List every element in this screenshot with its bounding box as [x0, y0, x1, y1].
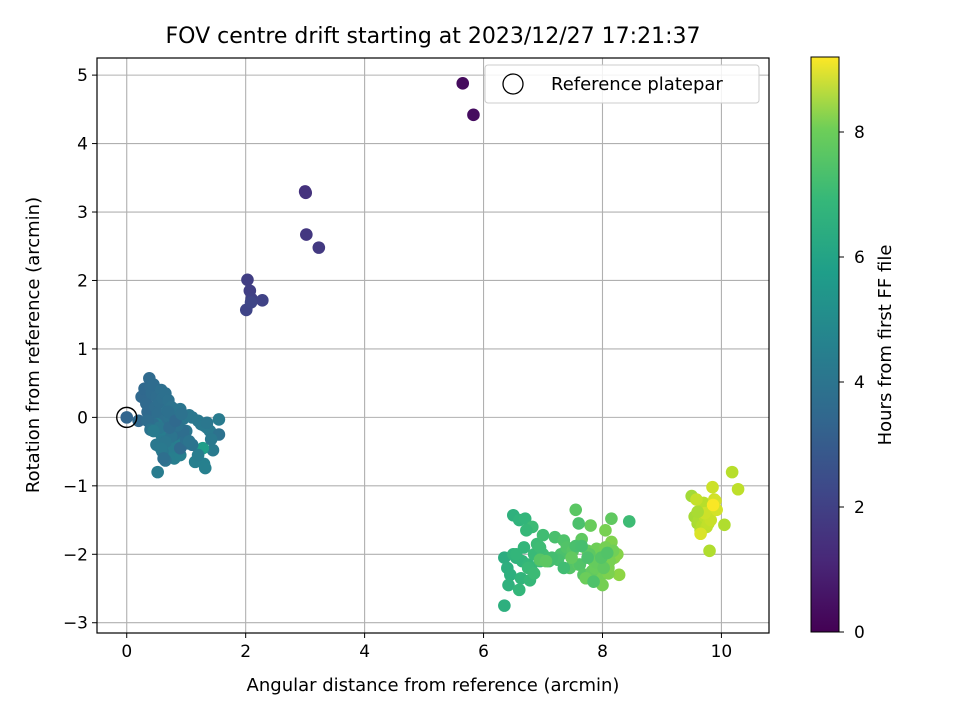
data-point: [212, 413, 226, 426]
data-point: [539, 554, 553, 568]
data-point: [599, 524, 612, 537]
data-point: [584, 519, 597, 532]
colorbar-tick-label: 4: [854, 373, 865, 393]
y-tick-label: 5: [77, 66, 88, 86]
data-point: [299, 186, 313, 200]
data-point: [557, 561, 571, 575]
data-point: [504, 568, 517, 582]
data-point: [467, 108, 480, 122]
data-point: [706, 480, 719, 494]
data-point: [191, 448, 205, 462]
x-tick-label: 2: [240, 642, 251, 662]
data-point: [157, 452, 170, 465]
legend-box: [484, 64, 760, 104]
y-tick-label: 0: [77, 408, 88, 428]
data-point: [622, 515, 636, 528]
colorbar-tick-label: 6: [854, 248, 865, 268]
data-point: [147, 424, 160, 438]
data-point: [690, 493, 703, 506]
y-tick-label: −3: [63, 614, 88, 634]
data-point: [182, 435, 196, 448]
data-point: [256, 294, 269, 307]
data-point: [565, 551, 578, 565]
data-point: [581, 551, 594, 565]
colorbar-tick-label: 0: [854, 623, 865, 643]
data-point: [703, 544, 716, 558]
x-tick-label: 10: [711, 642, 733, 662]
data-point: [154, 442, 168, 456]
data-point: [605, 512, 618, 525]
data-point: [597, 561, 610, 575]
data-point: [572, 517, 585, 530]
data-point: [518, 512, 532, 525]
data-point: [204, 432, 218, 446]
legend-label: Reference platepar: [551, 74, 723, 95]
grid: [97, 58, 769, 633]
data-point: [527, 567, 541, 580]
chart-title: FOV centre drift starting at 2023/12/27 …: [166, 24, 701, 49]
x-axis-label: Angular distance from reference (arcmin): [247, 675, 620, 696]
y-tick-label: 4: [77, 135, 88, 155]
data-point: [509, 547, 523, 561]
data-point: [612, 568, 626, 582]
data-point: [569, 503, 583, 517]
y-axis-ticks: −3 −2 −1 0 1 2 3 4 5: [63, 66, 97, 634]
plot-frame: [96, 57, 770, 634]
data-point: [241, 273, 254, 287]
x-tick-label: 6: [478, 642, 489, 662]
data-point: [300, 228, 313, 241]
y-tick-label: −2: [63, 545, 88, 565]
y-tick-label: 2: [77, 271, 88, 291]
colorbar: 0 2 4 6 8 Hours from first FF file: [810, 56, 896, 643]
data-point: [200, 416, 214, 430]
data-point: [575, 539, 588, 553]
data-point: [706, 498, 720, 512]
x-tick-label: 0: [121, 642, 132, 662]
data-point: [456, 77, 470, 90]
x-axis-ticks: 0 2 4 6 8 10: [121, 633, 732, 662]
y-axis-label: Rotation from reference (arcmin): [23, 197, 44, 493]
data-point: [691, 505, 704, 519]
data-point: [587, 575, 600, 588]
colorbar-tick-label: 2: [854, 498, 865, 518]
reference-marker-layer: [116, 406, 138, 429]
y-tick-label: 1: [77, 340, 88, 360]
data-point: [533, 541, 547, 554]
x-tick-label: 4: [359, 642, 370, 662]
data-point: [206, 443, 220, 457]
data-point: [120, 411, 134, 424]
data-point: [536, 528, 550, 542]
y-tick-label: 3: [77, 203, 88, 223]
data-point: [725, 465, 739, 479]
legend: Reference platepar: [484, 64, 760, 104]
legend-marker-icon: [502, 73, 524, 95]
reference-platepar-marker: [116, 406, 138, 429]
data-points: [120, 77, 745, 612]
data-point: [718, 518, 731, 532]
data-point: [512, 583, 526, 597]
colorbar-ticks: 0 2 4 6 8: [839, 123, 865, 643]
data-point: [694, 527, 707, 541]
data-point: [498, 599, 511, 612]
data-point: [502, 578, 515, 592]
data-point: [132, 414, 145, 428]
data-point: [173, 441, 187, 455]
data-point: [151, 465, 164, 479]
data-point: [731, 482, 745, 496]
data-point: [244, 296, 258, 309]
data-point: [198, 461, 212, 475]
data-point: [312, 241, 326, 254]
x-tick-label: 8: [597, 642, 608, 662]
data-point: [175, 407, 188, 421]
data-point: [162, 405, 175, 419]
colorbar-tick-label: 8: [854, 123, 865, 143]
colorbar-label: Hours from first FF file: [875, 245, 896, 446]
data-point: [600, 546, 614, 560]
data-point: [520, 524, 533, 537]
colorbar-gradient: [810, 56, 840, 633]
y-tick-label: −1: [63, 477, 88, 497]
